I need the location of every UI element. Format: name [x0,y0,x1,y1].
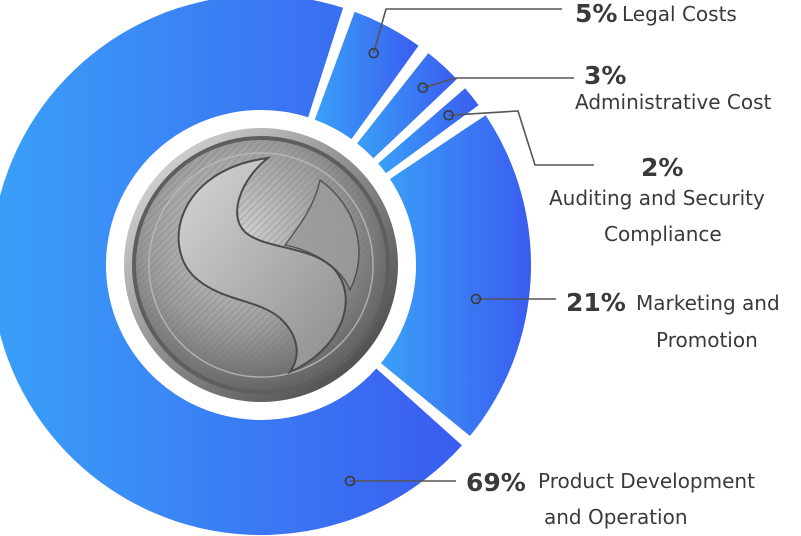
slice-label-2-line-1: Compliance [604,222,722,246]
leader-dot-3 [470,293,482,305]
slice-percent-1: 3% [584,61,626,90]
leader-lines-group [344,8,594,487]
slice-label-4-line-1: and Operation [544,505,688,529]
slice-label-3-line-1: Promotion [656,328,758,352]
slice-label-0-line-0: Legal Costs [622,2,737,26]
slice-3 [380,115,531,437]
slice-label-3-line-0: Marketing and [636,291,780,315]
leader-dot-4 [344,475,356,487]
slice-label-2-line-0: Auditing and Security [549,186,765,210]
coin-logo-icon [124,128,398,402]
slices-group [0,0,531,535]
leader-dot-0 [368,47,379,59]
leader-line-2 [448,110,594,166]
labels-group: 5% Legal Costs 3%Administrative Cost 2% Audi… [466,0,780,529]
leader-dot-2 [443,109,454,121]
slice-percent-0: 5% [575,0,617,28]
leader-line-1 [422,77,574,89]
slice-percent-4: 69% [466,468,526,497]
slice-percent-2: 2% [641,153,683,182]
slice-label-1-line-0: Administrative Cost [575,90,772,114]
slice-2 [378,88,479,174]
leader-line-0 [372,8,562,54]
slice-0 [314,11,419,140]
slice-1 [357,53,457,159]
slice-label-4-line-0: Product Development [538,469,755,493]
slice-4 [0,0,462,535]
leader-dot-1 [417,82,429,94]
slice-percent-3: 21% [566,288,626,317]
